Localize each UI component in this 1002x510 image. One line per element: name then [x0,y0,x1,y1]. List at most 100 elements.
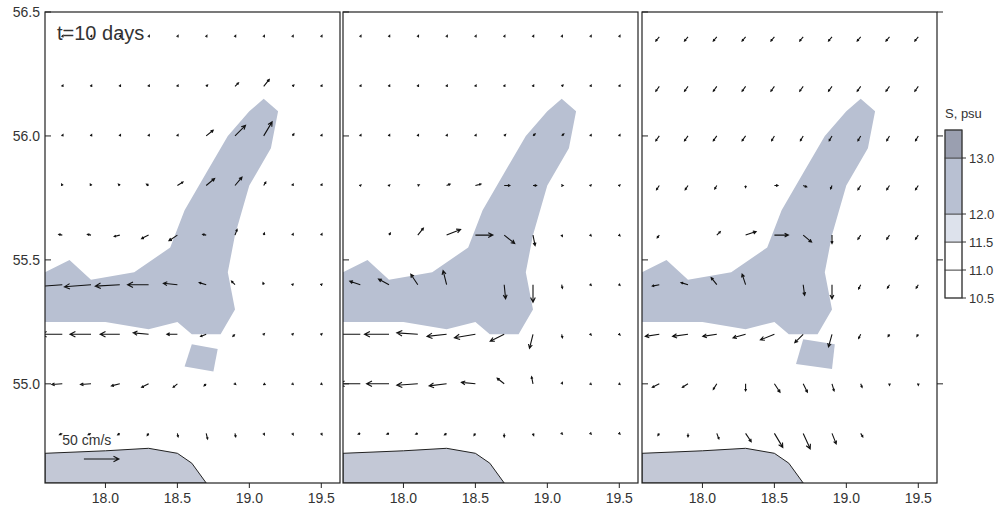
velocity-arrow [887,285,889,289]
velocity-arrow [532,85,534,87]
velocity-arrow [446,85,448,87]
velocity-arrow [830,285,834,299]
x-tick [475,483,476,488]
velocity-arrow [618,35,620,37]
velocity-arrow [742,86,746,91]
y-tick [343,12,349,13]
scale-arrow-mark [84,456,119,461]
velocity-arrow [861,384,863,388]
salinity-region [343,99,576,334]
y-tick [45,259,51,260]
velocity-arrow [359,185,361,187]
velocity-arrow [263,383,265,385]
velocity-arrow [917,384,919,386]
velocity-arrow [717,433,719,439]
velocity-arrow [561,285,563,289]
velocity-arrow [529,334,534,348]
velocity-arrow [645,334,659,338]
velocity-arrow [62,184,64,186]
velocity-arrow [365,332,390,338]
velocity-arrow [589,284,591,286]
velocity-arrow [148,85,150,87]
velocity-arrow [163,282,177,286]
velocity-arrow [445,433,447,435]
colorbar-tick [962,270,966,271]
velocity-arrow [292,433,294,435]
velocity-arrow [263,35,265,37]
x-tick-label: 18.5 [761,490,788,506]
x-tick-label: 19.0 [833,490,860,506]
velocity-arrow [652,384,659,388]
velocity-arrow [503,85,505,87]
land [343,448,504,483]
velocity-arrow [590,35,592,37]
x-tick-label: 19.5 [308,490,335,506]
velocity-arrow [803,235,811,242]
velocity-arrow [263,233,265,235]
velocity-arrow [100,332,120,337]
velocity-arrow [832,433,837,444]
velocity-arrow [531,377,533,384]
velocity-arrow [320,284,322,286]
velocity-arrow [359,35,361,37]
x-tick [702,483,703,488]
velocity-arrow [861,433,863,437]
velocity-arrow [888,334,890,336]
velocity-arrow [147,184,149,186]
panel: 18.018.519.019.5 [336,12,638,506]
colorbar-tick-label: 11.5 [969,235,993,250]
velocity-arrow [889,384,891,386]
velocity-arrow [417,35,419,37]
velocity-arrow [745,186,747,188]
colorbar: S, psu13.012.011.511.010.5 [945,106,994,306]
scale-label: 50 cm/s [62,432,111,448]
velocity-arrow [746,231,757,235]
velocity-arrow [292,85,294,87]
velocity-arrow [177,182,183,186]
velocity-arrow [235,83,239,87]
colorbar-label: S, psu [945,106,982,121]
velocity-arrow [745,384,747,391]
x-tick-label: 18.5 [462,490,489,506]
velocity-arrow [446,35,448,37]
velocity-arrow [350,281,361,285]
velocity-arrow [90,184,92,186]
velocity-arrow [292,134,294,136]
velocity-arrow [803,185,807,187]
velocity-arrow [742,274,746,285]
velocity-arrow [916,235,919,239]
velocity-arrow [148,35,150,37]
velocity-arrow [388,35,390,37]
velocity-arrow [685,86,689,91]
frame [45,12,340,483]
colorbar-tick-label: 11.0 [969,263,993,278]
velocity-arrow [590,135,592,137]
velocity-arrow [359,135,361,137]
velocity-arrow [915,37,919,41]
velocity-arrow [533,185,537,187]
velocity-arrow [715,186,717,190]
velocity-arrow [206,179,214,186]
x-tick [249,483,250,488]
velocity-arrow [503,433,505,437]
velocity-arrow [503,35,505,37]
velocity-arrow [235,230,237,236]
velocity-arrow [358,433,360,435]
velocity-arrow [199,282,206,285]
velocity-arrow [618,85,620,87]
velocity-arrow [887,136,890,141]
velocity-arrow [800,136,803,141]
velocity-arrow [685,136,689,141]
velocity-arrow [45,284,62,289]
velocity-arrow [658,433,660,435]
x-tick [177,483,178,488]
velocity-arrow [887,235,890,239]
velocity-arrow [772,136,775,141]
velocity-arrow [387,433,389,435]
velocity-arrow [713,86,717,91]
velocity-arrow [320,334,322,336]
vectors [343,35,620,437]
velocity-arrow [589,234,591,236]
velocity-arrow [618,333,620,335]
y-tick [642,383,648,384]
